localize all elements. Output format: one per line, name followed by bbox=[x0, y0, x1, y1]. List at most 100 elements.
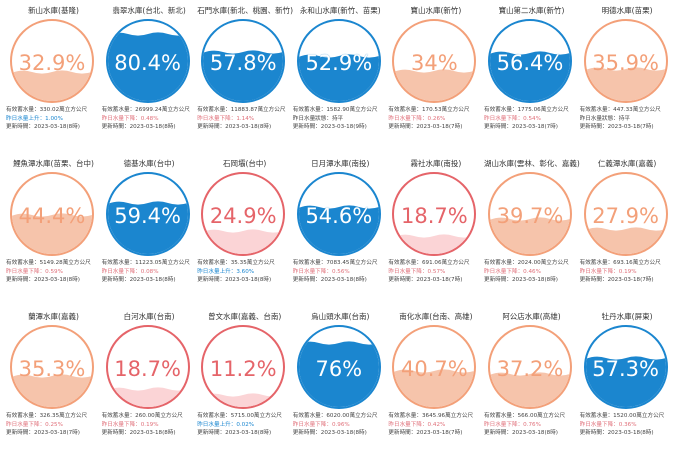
percent-label: 35.3% bbox=[18, 357, 86, 381]
percent-label: 24.9% bbox=[209, 204, 277, 228]
reservoir-info: 有效蓄水量：447.33萬立方公尺 昨日水量狀態：持平 更新時間：2023-03-1… bbox=[580, 106, 675, 132]
percent-label: 39.7% bbox=[496, 204, 564, 228]
reservoir-info: 有效蓄水量：330.02萬立方公尺 昨日水量上升：1.00% 更新時間：2023-0… bbox=[6, 106, 101, 132]
reservoir-card: 南化水庫(台南、高雄) 40.7% 有效蓄水量：3645.96萬立方公尺 昨日水量下降… bbox=[388, 311, 483, 461]
updated-time: 更新時間：2023-03-18(8時) bbox=[101, 277, 176, 284]
capacity-text: 有效蓄水量：5715.00萬立方公尺 bbox=[197, 413, 282, 419]
percent-label: 40.7% bbox=[401, 357, 468, 381]
reservoir-info: 有效蓄水量：693.16萬立方公尺 昨日水量下降：0.19% 更新時間：2023-0… bbox=[580, 259, 675, 285]
reservoir-name: 石岡壩(台中) bbox=[223, 159, 267, 168]
wave-icon bbox=[298, 54, 379, 60]
capacity-text: 有效蓄水量：2024.00萬立方公尺 bbox=[484, 260, 569, 266]
percent-label: 57.8% bbox=[209, 51, 277, 75]
wave-icon bbox=[12, 374, 92, 380]
percent-label: 37.2% bbox=[496, 357, 564, 381]
trend-text: 昨日水量下降：0.36% bbox=[579, 421, 637, 428]
water-fill bbox=[12, 218, 92, 254]
updated-time: 更新時間：2023-03-18(8時) bbox=[197, 277, 272, 284]
water-level-gauge: 40.7% bbox=[392, 325, 477, 409]
reservoir-name: 翡翠水庫(台北、新北) bbox=[112, 6, 186, 15]
reservoir-name: 德基水庫(台中) bbox=[123, 159, 175, 168]
water-level-gauge: 76% bbox=[296, 325, 381, 409]
wave-icon bbox=[394, 369, 475, 376]
reservoir-name: 白河水庫(台南) bbox=[123, 312, 175, 321]
capacity-text: 有效蓄水量：260.00萬立方公尺 bbox=[101, 413, 183, 419]
water-level-gauge: 57.3% bbox=[583, 325, 668, 409]
reservoir-name: 霧社水庫(南投) bbox=[410, 159, 462, 168]
reservoir-name: 阿公店水庫(高雄) bbox=[502, 312, 561, 321]
updated-time: 更新時間：2023-03-18(7時) bbox=[579, 124, 654, 131]
reservoir-card: 寶山第二水庫(新竹) 56.4% 有效蓄水量：1775.06萬立方公尺 昨日水量下降：… bbox=[484, 5, 579, 155]
reservoir-info: 有效蓄水量：691.06萬立方公尺 昨日水量下降：0.57% 更新時間：2023-0… bbox=[388, 259, 483, 285]
reservoir-name: 烏山頭水庫(台南) bbox=[311, 312, 370, 321]
water-level-gauge: 18.7% bbox=[105, 325, 190, 409]
reservoir-info: 有效蓄水量：11223.05萬立方公尺 昨日水量下降：0.08% 更新時間：2023… bbox=[102, 259, 197, 285]
reservoir-name: 新山水庫(基隆) bbox=[28, 6, 79, 15]
reservoir-info: 有效蓄水量：326.35萬立方公尺 昨日水量下降：0.25% 更新時間：2023-0… bbox=[6, 412, 101, 438]
water-fill bbox=[107, 392, 188, 407]
reservoir-card: 牡丹水庫(屏東) 57.3% 有效蓄水量：1520.00萬立方公尺 昨日水量下降：0.… bbox=[580, 311, 675, 461]
capacity-text: 有效蓄水量：326.35萬立方公尺 bbox=[6, 413, 88, 419]
percent-label: 76% bbox=[315, 357, 363, 381]
water-fill bbox=[394, 73, 475, 101]
reservoir-name: 石門水庫(新北、桃園、新竹) bbox=[197, 6, 294, 15]
trend-text: 昨日水量下降：0.26% bbox=[388, 115, 446, 122]
water-fill bbox=[298, 210, 379, 254]
reservoir-info: 有效蓄水量：5149.28萬立方公尺 昨日水量下降：0.59% 更新時間：2023-… bbox=[6, 259, 101, 285]
water-level-gauge: 44.4% bbox=[10, 172, 94, 256]
reservoir-card: 曾文水庫(嘉義、台南) 11.2% 有效蓄水量：5715.00萬立方公尺 昨日水量上升… bbox=[197, 311, 292, 461]
percent-label: 32.9% bbox=[18, 51, 86, 75]
wave-icon bbox=[490, 217, 570, 224]
reservoir-card: 翡翠水庫(台北、新北) 80.4% 有效蓄水量：26999.24萬立方公尺 昨日水量下… bbox=[102, 5, 197, 155]
wave-icon bbox=[107, 387, 188, 394]
reservoir-info: 有效蓄水量：3645.96萬立方公尺 昨日水量下降：0.42% 更新時間：2023-… bbox=[388, 412, 483, 438]
water-fill bbox=[585, 231, 666, 254]
water-fill bbox=[203, 398, 284, 407]
reservoir-info: 有效蓄水量：1520.00萬立方公尺 昨日水量下降：0.36% 更新時間：2023-… bbox=[580, 412, 675, 438]
percent-label: 54.6% bbox=[305, 204, 373, 228]
water-fill bbox=[203, 54, 284, 101]
percent-label: 35.9% bbox=[592, 51, 659, 75]
capacity-text: 有效蓄水量：11223.05萬立方公尺 bbox=[101, 260, 190, 266]
updated-time: 更新時間：2023-03-18(8時) bbox=[6, 124, 80, 131]
capacity-text: 有效蓄水量：26999.24萬立方公尺 bbox=[101, 107, 190, 113]
reservoir-info: 有效蓄水量：5715.00萬立方公尺 昨日水量上升：0.02% 更新時間：2023-… bbox=[197, 412, 292, 438]
reservoir-name: 日月潭水庫(南投) bbox=[311, 159, 370, 168]
water-level-gauge: 52.9% bbox=[296, 19, 381, 103]
capacity-text: 有效蓄水量：11883.87萬立方公尺 bbox=[197, 107, 286, 113]
updated-time: 更新時間：2023-03-18(8時) bbox=[484, 277, 558, 284]
reservoir-card: 蘭潭水庫(嘉義) 35.3% 有效蓄水量：326.35萬立方公尺 昨日水量下降：0.2… bbox=[6, 311, 101, 461]
reservoir-name: 牡丹水庫(屏東) bbox=[601, 312, 653, 321]
percent-label: 80.4% bbox=[114, 51, 181, 75]
wave-icon bbox=[298, 205, 379, 212]
water-fill bbox=[394, 239, 475, 254]
reservoir-info: 有效蓄水量：11883.87萬立方公尺 昨日水量下降：1.14% 更新時間：2023… bbox=[197, 106, 292, 132]
reservoir-info: 有效蓄水量：566.00萬立方公尺 昨日水量下降：0.76% 更新時間：2023-0… bbox=[484, 412, 579, 438]
reservoir-info: 有效蓄水量：1582.90萬立方公尺 昨日水量狀態：持平 更新時間：2023-03-… bbox=[293, 106, 388, 132]
updated-time: 更新時間：2023-03-18(9時) bbox=[292, 124, 367, 131]
reservoir-name: 南化水庫(台南、高雄) bbox=[399, 312, 473, 321]
water-fill bbox=[394, 374, 475, 407]
water-fill bbox=[490, 55, 570, 101]
capacity-text: 有效蓄水量：1775.06萬立方公尺 bbox=[484, 107, 569, 113]
updated-time: 更新時間：2023-03-18(7時) bbox=[388, 124, 463, 131]
water-level-gauge: 80.4% bbox=[105, 19, 190, 103]
reservoir-name: 寶山水庫(新竹) bbox=[410, 6, 462, 15]
water-level-gauge: 59.4% bbox=[105, 172, 190, 256]
reservoir-card: 德基水庫(台中) 59.4% 有效蓄水量：11223.05萬立方公尺 昨日水量下降：0… bbox=[102, 158, 197, 308]
capacity-text: 有效蓄水量：693.16萬立方公尺 bbox=[579, 260, 661, 266]
percent-label: 57.3% bbox=[592, 357, 659, 381]
reservoir-info: 有效蓄水量：6020.00萬立方公尺 昨日水量下降：0.96% 更新時間：2023-… bbox=[293, 412, 388, 438]
reservoir-name: 鯉魚潭水庫(苗栗、台中) bbox=[13, 159, 94, 168]
wave-icon bbox=[203, 50, 284, 56]
water-fill bbox=[298, 346, 379, 407]
capacity-text: 有效蓄水量：330.02萬立方公尺 bbox=[6, 107, 88, 113]
wave-icon bbox=[298, 341, 379, 348]
trend-text: 昨日水量下降：0.54% bbox=[484, 115, 541, 122]
water-level-gauge: 24.9% bbox=[201, 172, 286, 256]
trend-text: 昨日水量下降：0.42% bbox=[388, 421, 446, 428]
reservoir-info: 有效蓄水量：2024.00萬立方公尺 昨日水量下降：0.46% 更新時間：2023-… bbox=[484, 259, 579, 285]
updated-time: 更新時間：2023-03-18(8時) bbox=[101, 430, 176, 437]
capacity-text: 有效蓄水量：170.53萬立方公尺 bbox=[388, 107, 470, 113]
wave-icon bbox=[490, 51, 570, 57]
